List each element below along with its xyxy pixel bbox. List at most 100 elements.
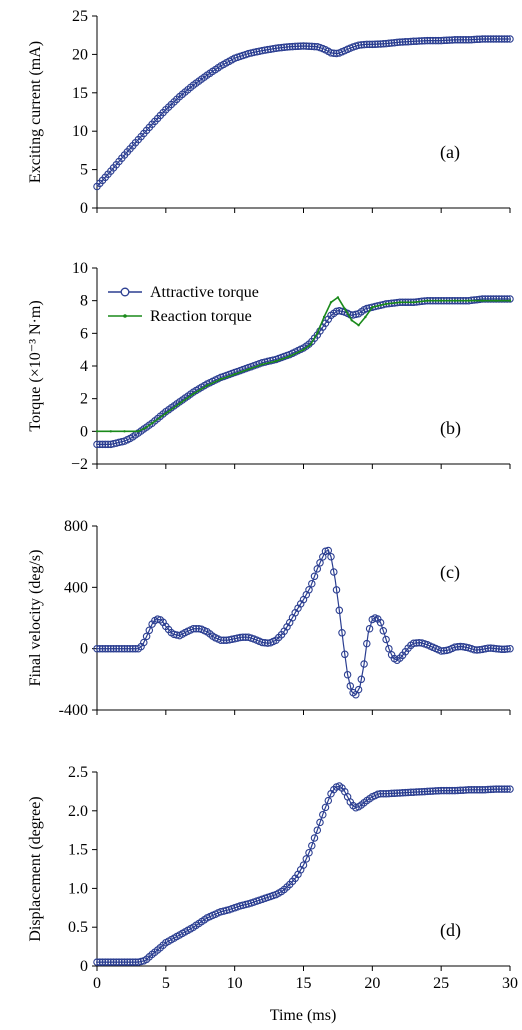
legend-marker bbox=[123, 314, 127, 318]
data-point bbox=[241, 633, 250, 641]
x-tick-label: 25 bbox=[433, 975, 449, 992]
data-point bbox=[434, 787, 443, 795]
data-point bbox=[473, 35, 481, 44]
data-point bbox=[98, 440, 107, 449]
data-point bbox=[371, 40, 379, 49]
data-point bbox=[393, 789, 401, 797]
y-tick-label: 10 bbox=[72, 123, 88, 140]
data-point bbox=[503, 785, 511, 793]
series-reaction-torque bbox=[95, 296, 512, 433]
data-point bbox=[467, 35, 476, 44]
data-point bbox=[126, 644, 134, 653]
data-point bbox=[302, 42, 311, 50]
data-point bbox=[481, 645, 489, 653]
data-point bbox=[440, 299, 443, 302]
data-point bbox=[467, 786, 476, 794]
data-point bbox=[506, 35, 514, 43]
data-point bbox=[409, 37, 418, 46]
data-point bbox=[404, 788, 412, 797]
data-point bbox=[418, 37, 426, 45]
data-point bbox=[299, 42, 308, 50]
data-point bbox=[486, 35, 495, 43]
data-point bbox=[319, 810, 327, 819]
y-tick-label: −2 bbox=[71, 456, 88, 473]
data-point bbox=[310, 42, 319, 51]
panels: 0 5 10 15 20 25 Exciting current (mA) (a) −2 0 2 4 6… bbox=[27, 8, 514, 975]
data-point bbox=[453, 643, 462, 651]
data-point bbox=[462, 786, 470, 794]
data-point bbox=[426, 36, 434, 45]
data-point bbox=[503, 295, 511, 303]
data-point bbox=[263, 357, 272, 366]
data-point bbox=[346, 682, 355, 690]
data-point bbox=[495, 785, 503, 793]
data-point bbox=[437, 786, 445, 795]
data-point bbox=[104, 958, 112, 966]
data-point bbox=[302, 348, 305, 351]
data-point bbox=[178, 402, 181, 405]
data-point bbox=[382, 789, 390, 798]
data-point bbox=[145, 626, 154, 635]
series-main bbox=[93, 35, 514, 191]
data-point bbox=[272, 44, 280, 53]
data-point bbox=[109, 439, 118, 448]
data-point bbox=[401, 788, 410, 797]
data-point bbox=[261, 46, 269, 54]
data-point bbox=[109, 644, 118, 653]
panel-b: −2 0 2 4 6 8 10 Torque (×10⁻³ N·m) (b) Attractive… bbox=[27, 260, 514, 473]
data-point bbox=[341, 650, 349, 659]
data-point bbox=[442, 786, 451, 795]
data-point bbox=[150, 422, 154, 425]
data-point bbox=[462, 36, 470, 44]
y-tick-label: 2.0 bbox=[68, 803, 88, 820]
data-point bbox=[350, 319, 353, 322]
data-point bbox=[357, 324, 360, 327]
y-tick-label: 2 bbox=[80, 391, 88, 408]
data-point bbox=[376, 789, 385, 798]
data-point bbox=[104, 440, 112, 449]
data-point bbox=[437, 36, 445, 45]
data-point bbox=[415, 638, 423, 647]
data-point bbox=[283, 43, 291, 51]
data-point bbox=[379, 789, 388, 798]
data-point bbox=[217, 636, 225, 644]
data-point bbox=[261, 639, 269, 647]
data-point bbox=[500, 645, 509, 654]
data-point bbox=[412, 639, 421, 647]
data-point bbox=[104, 644, 112, 653]
data-point bbox=[310, 572, 319, 581]
data-point bbox=[222, 636, 231, 644]
data-point bbox=[144, 426, 147, 430]
y-tick-label: 15 bbox=[72, 85, 88, 102]
data-point bbox=[374, 40, 382, 48]
data-point bbox=[473, 786, 481, 794]
data-point bbox=[396, 38, 404, 46]
data-point bbox=[233, 373, 236, 376]
data-point bbox=[492, 35, 500, 43]
data-point bbox=[363, 304, 371, 313]
data-point bbox=[261, 363, 264, 366]
x-tick-label: 15 bbox=[296, 975, 312, 992]
data-point bbox=[390, 38, 399, 47]
data-point bbox=[497, 645, 506, 654]
data-point bbox=[343, 670, 352, 679]
data-point bbox=[309, 343, 312, 346]
data-point bbox=[109, 430, 113, 433]
data-point bbox=[129, 958, 137, 966]
data-point bbox=[189, 624, 198, 633]
data-point bbox=[313, 565, 322, 573]
data-point bbox=[470, 786, 478, 794]
data-point bbox=[470, 645, 478, 654]
data-point bbox=[365, 624, 374, 633]
y-tick-label: 2.5 bbox=[68, 764, 88, 781]
panel-label: (c) bbox=[440, 562, 460, 583]
data-point bbox=[495, 35, 503, 43]
data-point bbox=[269, 44, 277, 53]
y-axis-title: Exciting current (mA) bbox=[27, 41, 44, 183]
data-point bbox=[489, 35, 498, 43]
data-point bbox=[93, 644, 101, 653]
data-point bbox=[115, 958, 123, 966]
data-point bbox=[412, 788, 421, 796]
data-point bbox=[219, 636, 228, 644]
data-point bbox=[363, 639, 371, 648]
